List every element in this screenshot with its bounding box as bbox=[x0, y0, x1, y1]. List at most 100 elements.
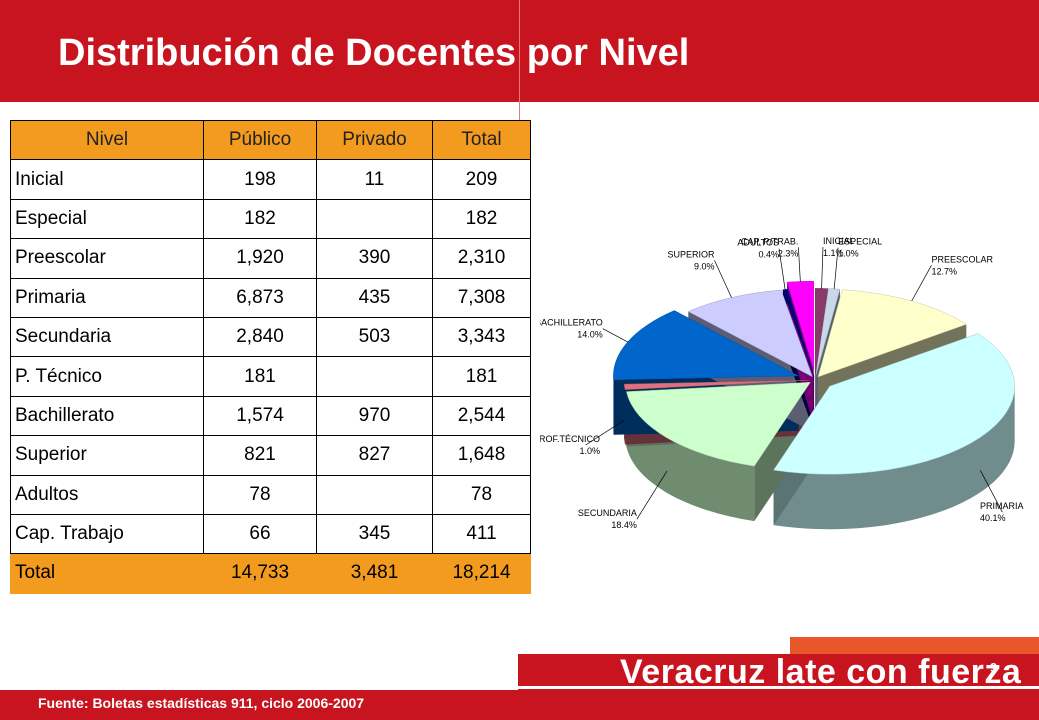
row-label: Total bbox=[10, 553, 204, 594]
row-label: Secundaria bbox=[10, 316, 204, 358]
page-number: 9 bbox=[990, 660, 998, 675]
row-value: 209 bbox=[432, 159, 531, 200]
row-label: Primaria bbox=[10, 277, 204, 318]
row-value: 970 bbox=[316, 395, 433, 437]
table-row: Primaria 6,873 435 7,308 bbox=[10, 277, 531, 318]
table-header: Total bbox=[432, 119, 531, 161]
row-value: 411 bbox=[432, 513, 531, 555]
row-label: Especial bbox=[10, 198, 204, 240]
table-row: Superior 821 827 1,648 bbox=[10, 435, 531, 476]
pie-leader-line bbox=[821, 247, 824, 289]
row-value: 345 bbox=[316, 513, 433, 555]
source-note: Fuente: Boletas estadísticas 911, ciclo … bbox=[38, 695, 365, 711]
row-value: 7,308 bbox=[432, 277, 531, 318]
table-row: Bachillerato 1,574 970 2,544 bbox=[10, 395, 531, 437]
table-header: Nivel bbox=[10, 119, 204, 161]
row-value bbox=[316, 356, 433, 397]
table-row: Secundaria 2,840 503 3,343 bbox=[10, 316, 531, 358]
pie-slice-percent: 1.0% bbox=[838, 249, 859, 259]
pie-chart: INICIAL 1.1%ESPECIAL 1.0% PREESCOLAR 12.7% PR… bbox=[540, 236, 1024, 530]
docentes-table: Nivel Público Privado Total Inicial 198 11… bbox=[10, 119, 531, 594]
pie-slice-label: ESPECIAL bbox=[838, 237, 882, 247]
pie-slice-percent: 18.4% bbox=[611, 520, 637, 530]
pie-leader-line bbox=[911, 265, 932, 302]
footer-rule bbox=[0, 686, 1039, 689]
row-value: 390 bbox=[316, 238, 433, 279]
page-title: Distribución de Docentes por Nivel bbox=[58, 32, 690, 74]
row-value: 78 bbox=[203, 474, 317, 515]
pie-slice-percent: 1.1% bbox=[823, 248, 844, 258]
pie-slice-label: SUPERIOR bbox=[667, 249, 715, 259]
row-value: 66 bbox=[203, 513, 317, 555]
row-value: 182 bbox=[432, 198, 531, 240]
pie-leader-line bbox=[980, 470, 1003, 513]
row-value: 6,873 bbox=[203, 277, 317, 318]
row-label: Cap. Trabajo bbox=[10, 513, 204, 555]
table-row: Preescolar 1,920 390 2,310 bbox=[10, 238, 531, 279]
pie-slice-label: PROF.TÉCNICO bbox=[540, 434, 600, 444]
pie-slice-percent: 9.0% bbox=[694, 261, 715, 271]
row-value: 198 bbox=[203, 159, 317, 200]
pie-slice-percent: 1.0% bbox=[579, 446, 600, 456]
row-value: 14,733 bbox=[203, 553, 317, 594]
row-value: 18,214 bbox=[432, 553, 531, 594]
table-row: Cap. Trabajo 66 345 411 bbox=[10, 513, 531, 555]
table-row: Especial 182 182 bbox=[10, 198, 531, 240]
row-label: Adultos bbox=[10, 474, 204, 515]
pie-slice-label: SECUNDARIA bbox=[578, 508, 637, 518]
brand-slogan: Veracruz late con fuerza bbox=[620, 653, 1022, 691]
row-value: 503 bbox=[316, 316, 433, 358]
row-label: Inicial bbox=[10, 159, 204, 200]
row-value: 182 bbox=[203, 198, 317, 240]
pie-slice-secundaria bbox=[626, 382, 811, 467]
row-value: 827 bbox=[316, 435, 433, 476]
pie-slice-side bbox=[626, 391, 755, 522]
pie-slice-preescolar bbox=[817, 289, 967, 378]
row-value: 78 bbox=[432, 474, 531, 515]
pie-slice-label: CAP. P/TRAB. bbox=[741, 236, 798, 246]
row-value: 1,648 bbox=[432, 435, 531, 476]
brand-accent-bar bbox=[790, 637, 1039, 654]
row-value bbox=[316, 198, 433, 240]
row-value: 3,481 bbox=[316, 553, 433, 594]
row-label: P. Técnico bbox=[10, 356, 204, 397]
pie-slice-percent: 0.4% bbox=[759, 250, 780, 260]
table-row: Adultos 78 78 bbox=[10, 474, 531, 515]
pie-leader-line bbox=[798, 247, 801, 282]
pie-leader-line bbox=[714, 260, 732, 298]
row-value: 181 bbox=[432, 356, 531, 397]
pie-leader-line bbox=[833, 247, 839, 289]
pie-slice-percent: 40.1% bbox=[980, 513, 1006, 523]
row-value: 1,920 bbox=[203, 238, 317, 279]
pie-slice-label: PRIMARIA bbox=[980, 501, 1024, 511]
row-label: Preescolar bbox=[10, 238, 204, 279]
row-value: 2,544 bbox=[432, 395, 531, 437]
pie-leader-line bbox=[778, 248, 786, 290]
table-header: Público bbox=[203, 119, 317, 161]
pie-slice-bachillerato bbox=[613, 310, 799, 380]
row-value: 1,574 bbox=[203, 395, 317, 437]
pie-slice-prof-t-cnico bbox=[623, 380, 810, 390]
row-value bbox=[316, 474, 433, 515]
row-value: 2,840 bbox=[203, 316, 317, 358]
footer-bar bbox=[0, 690, 1039, 720]
pie-slice-percent: 14.0% bbox=[577, 330, 603, 340]
pie-slice-cap-p-trab- bbox=[786, 280, 814, 370]
row-value: 181 bbox=[203, 356, 317, 397]
row-value: 3,343 bbox=[432, 316, 531, 358]
pie-slice-primaria bbox=[773, 333, 1015, 475]
pie-slice-side bbox=[773, 386, 1015, 530]
pie-leader-line bbox=[602, 328, 628, 343]
row-value: 11 bbox=[316, 159, 433, 200]
pie-slice-label: ADULTOS bbox=[737, 238, 779, 248]
pie-slice-percent: 12.7% bbox=[931, 266, 957, 276]
brand-box bbox=[518, 654, 1039, 690]
table-row: Inicial 198 11 209 bbox=[10, 159, 531, 200]
row-label: Bachillerato bbox=[10, 395, 204, 437]
header-divider bbox=[519, 0, 520, 120]
pie-leader-line bbox=[585, 419, 625, 446]
pie-slice-label: PREESCOLAR bbox=[931, 254, 993, 264]
pie-slice-percent: 2.3% bbox=[778, 248, 799, 258]
pie-leader-line bbox=[636, 470, 668, 520]
pie-slice-label: BACHILLERATO bbox=[540, 318, 603, 328]
